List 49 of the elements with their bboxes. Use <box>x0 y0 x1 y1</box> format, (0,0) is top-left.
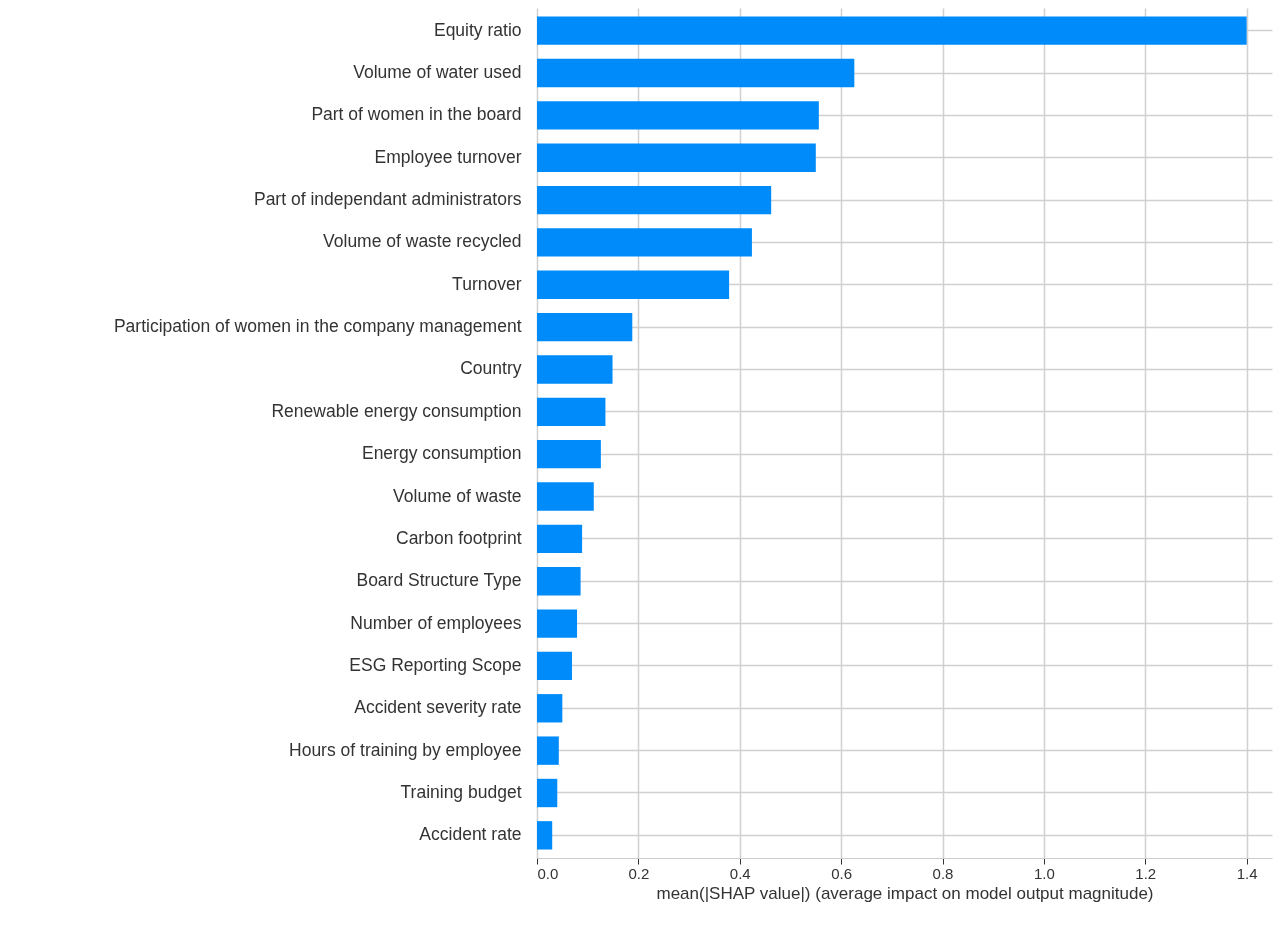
x-tick-label: 0.0 <box>537 864 559 882</box>
x-tick-label: 1.2 <box>1135 864 1157 882</box>
bar <box>537 270 730 299</box>
bar <box>537 609 578 638</box>
bar <box>537 821 553 850</box>
y-tick-label: Equity ratio <box>433 19 522 40</box>
bar <box>537 439 601 469</box>
bar <box>537 482 594 511</box>
bar <box>537 567 581 596</box>
bar <box>537 651 572 681</box>
y-tick-label: Accident rate <box>419 824 522 845</box>
bar <box>537 143 816 172</box>
y-tick-label: Hours of training by employee <box>289 739 522 760</box>
y-tick-label: Energy consumption <box>361 443 522 464</box>
bar <box>537 355 613 384</box>
y-tick-label: Part of women in the board <box>311 104 522 125</box>
y-tick-label: Volume of water used <box>353 62 522 83</box>
x-tick-label: 0.4 <box>729 864 751 882</box>
y-tick-label: Accident severity rate <box>354 697 522 718</box>
bar <box>537 694 563 723</box>
y-tick-label: ESG Reporting Scope <box>349 654 522 675</box>
y-tick-label: Country <box>460 358 522 379</box>
y-tick-label: Participation of women in the company management <box>113 316 522 337</box>
y-tick-label: Carbon footprint <box>396 527 522 548</box>
x-tick-label: 0.8 <box>932 864 954 882</box>
y-tick-label: Turnover <box>452 273 522 294</box>
bar <box>537 58 855 88</box>
x-tick-label: 0.2 <box>628 864 650 882</box>
bar <box>537 228 752 257</box>
bar <box>537 524 583 554</box>
bar <box>537 101 819 130</box>
x-axis-title: mean(|SHAP value|) (average impact on model output magnitude) <box>656 883 1154 903</box>
bar <box>537 185 772 215</box>
x-tick-label: 1.0 <box>1033 864 1055 882</box>
x-tick-label: 1.4 <box>1236 864 1258 882</box>
y-tick-label: Renewable energy consumption <box>271 400 522 421</box>
bar <box>537 16 1247 45</box>
y-tick-label: Volume of waste recycled <box>323 231 522 252</box>
y-tick-label: Number of employees <box>350 612 522 633</box>
bar <box>537 736 559 765</box>
bar <box>537 312 633 342</box>
bar <box>537 778 558 808</box>
bar <box>537 397 606 427</box>
x-tick-label: 0.6 <box>831 864 853 882</box>
y-tick-label: Volume of waste <box>393 485 522 506</box>
y-tick-label: Board Structure Type <box>356 570 522 591</box>
y-tick-label: Employee turnover <box>374 146 522 167</box>
y-tick-label: Training budget <box>400 781 522 802</box>
y-tick-label: Part of independant administrators <box>253 189 522 210</box>
